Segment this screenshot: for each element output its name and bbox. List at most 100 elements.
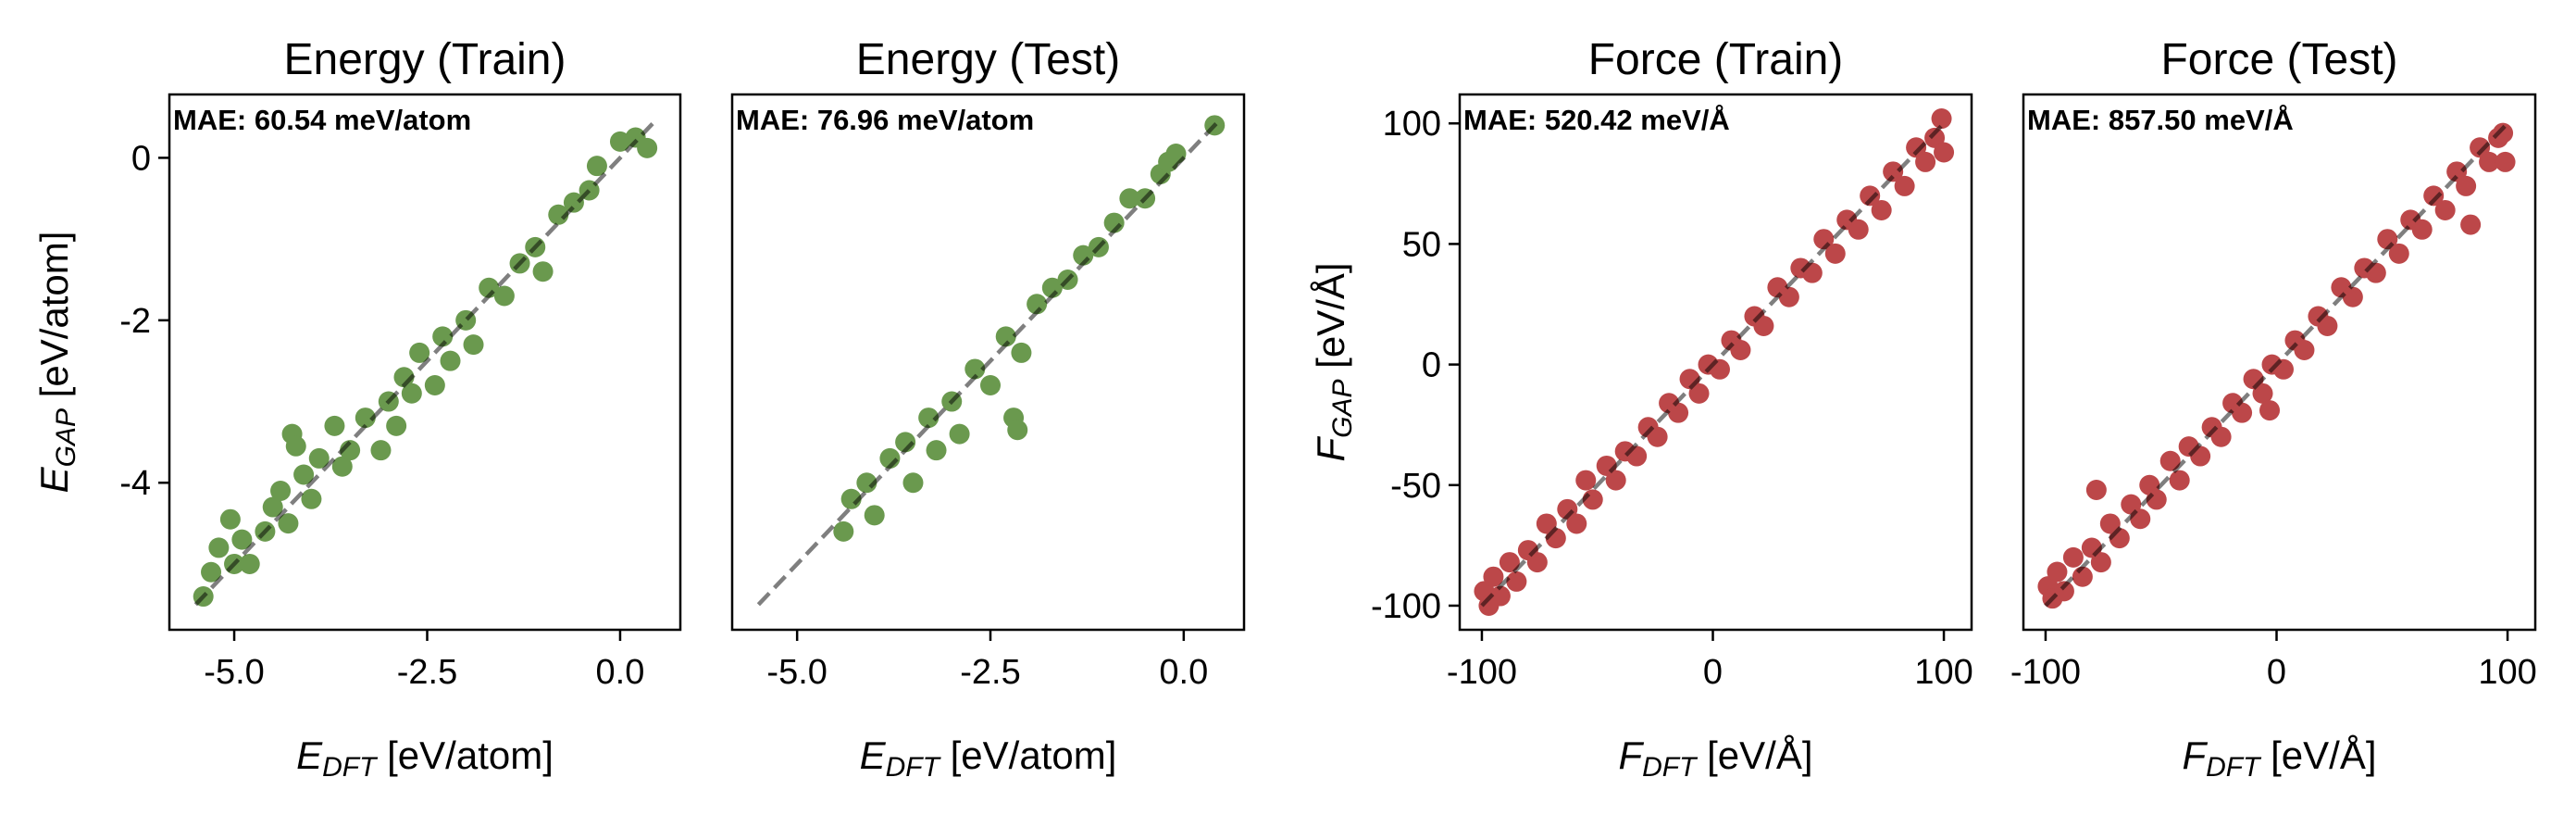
mae-annotation: MAE: 520.42 meV/Å	[1463, 104, 1730, 136]
data-point	[1924, 127, 1946, 148]
y-label-subscript: GAP	[51, 408, 81, 467]
data-point	[995, 326, 1016, 347]
data-point	[1824, 243, 1846, 264]
data-point	[440, 350, 461, 371]
data-point	[1526, 552, 1548, 573]
x-tick-label: -2.5	[960, 653, 1020, 692]
data-point	[980, 374, 1002, 395]
data-point	[2434, 199, 2456, 220]
y-label-subscript: GAP	[1327, 380, 1358, 438]
data-point	[219, 508, 241, 530]
data-point	[2388, 243, 2409, 264]
x-tick-label: -100	[2010, 653, 2081, 692]
y-label-symbol: E	[32, 466, 76, 493]
y-tick-label: -100	[1371, 587, 1441, 626]
data-point	[1848, 219, 1869, 240]
data-point	[301, 488, 322, 509]
data-point	[1557, 498, 1578, 520]
data-point	[2456, 175, 2477, 196]
data-point	[2169, 470, 2190, 491]
data-point	[563, 192, 584, 213]
data-point	[1883, 161, 1904, 182]
x-tick-label: 100	[2478, 653, 2536, 692]
data-point	[532, 261, 554, 282]
data-point	[2294, 339, 2315, 360]
mae-annotation: MAE: 60.54 meV/atom	[173, 104, 471, 136]
data-point	[278, 513, 299, 534]
data-point	[2479, 151, 2500, 172]
data-point	[2062, 546, 2084, 568]
data-point	[1027, 294, 1048, 315]
data-point	[2423, 185, 2445, 207]
x-label-symbol: E	[296, 734, 323, 777]
data-point	[1011, 342, 1032, 363]
x-label-subscript: DFT	[886, 752, 942, 783]
y-axis-label: FGAP [eV/Å]	[1309, 262, 1358, 461]
axes-frame	[168, 93, 682, 632]
x-axis-label: EDFT [eV/atom]	[860, 734, 1117, 783]
data-point	[1894, 175, 1915, 196]
data-point	[2460, 214, 2482, 235]
data-point	[2411, 219, 2433, 240]
data-point	[1489, 585, 1511, 607]
data-point	[2495, 151, 2516, 172]
data-point	[1915, 151, 1936, 172]
points	[1474, 108, 1955, 616]
y-tick-label: 0	[1422, 346, 1441, 385]
data-point	[370, 440, 392, 461]
x-label-symbol: F	[1618, 734, 1644, 777]
y-tick-label: 100	[1383, 105, 1441, 144]
data-point	[2210, 426, 2232, 447]
x-label-subscript: DFT	[322, 752, 379, 783]
data-point	[1753, 315, 1774, 336]
x-label-symbol: F	[2182, 734, 2208, 777]
data-point	[2085, 479, 2107, 500]
data-point	[331, 456, 353, 477]
y-axis-label: EGAP [eV/atom]	[32, 232, 81, 494]
data-point	[2342, 286, 2363, 307]
x-tick-label: -5.0	[766, 653, 827, 692]
data-point	[493, 285, 515, 307]
data-point	[1536, 513, 1557, 534]
data-point	[270, 481, 292, 502]
chart-title: Force (Test)	[2160, 35, 2397, 84]
data-point	[355, 408, 376, 429]
data-point	[964, 358, 986, 380]
data-point	[902, 472, 924, 494]
chart-title: Force (Train)	[1588, 35, 1844, 84]
x-axis-label: EDFT [eV/atom]	[296, 734, 554, 783]
data-point	[463, 334, 484, 356]
data-point	[2446, 161, 2468, 182]
y-label-unit: [eV/atom]	[32, 232, 76, 408]
y-tick-label: 0	[131, 139, 151, 178]
mae-annotation: MAE: 76.96 meV/atom	[736, 104, 1034, 136]
data-point	[432, 326, 454, 347]
identity-line	[193, 122, 654, 607]
data-point	[386, 415, 407, 436]
data-point	[2232, 402, 2253, 423]
data-point	[2259, 400, 2281, 421]
axes-frame	[730, 93, 1246, 632]
y-tick-label: -50	[1390, 467, 1441, 506]
data-point	[308, 447, 330, 469]
identity-line	[1480, 121, 1946, 608]
data-point	[424, 374, 445, 395]
data-point	[231, 529, 253, 550]
data-point	[201, 561, 222, 583]
data-point	[1647, 426, 1668, 447]
identity-line	[756, 122, 1218, 607]
data-point	[637, 137, 658, 158]
data-point	[1119, 188, 1140, 209]
x-tick-label: 0.0	[596, 653, 645, 692]
data-point	[1934, 142, 1955, 163]
data-point	[864, 505, 885, 526]
x-label-unit: [eV/atom]	[376, 734, 553, 777]
y-tick-label: -2	[119, 302, 151, 341]
axes-frame	[1458, 93, 1973, 632]
x-tick-label: 0	[2267, 653, 2286, 692]
data-point	[239, 553, 260, 574]
data-point	[949, 423, 970, 445]
data-point	[609, 131, 630, 152]
data-point	[293, 464, 315, 485]
data-point	[1688, 382, 1710, 404]
